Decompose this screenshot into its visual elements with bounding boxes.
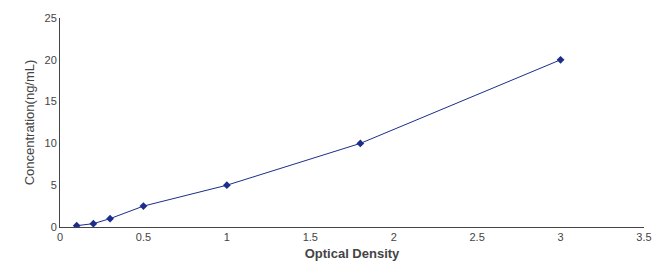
svg-text:Optical Density: Optical Density [305, 246, 400, 261]
svg-text:1.5: 1.5 [303, 231, 318, 243]
svg-text:3.5: 3.5 [636, 231, 651, 243]
svg-text:0: 0 [57, 231, 63, 243]
svg-text:10: 10 [45, 137, 57, 149]
svg-text:20: 20 [45, 54, 57, 66]
svg-text:25: 25 [45, 12, 57, 24]
svg-text:0: 0 [51, 221, 57, 233]
svg-text:1: 1 [224, 231, 230, 243]
svg-text:Concentration(ng/mL): Concentration(ng/mL) [22, 60, 37, 186]
svg-text:0.5: 0.5 [136, 231, 151, 243]
svg-text:2.5: 2.5 [469, 231, 484, 243]
svg-text:15: 15 [45, 95, 57, 107]
svg-text:2: 2 [391, 231, 397, 243]
svg-text:5: 5 [51, 179, 57, 191]
svg-text:3: 3 [558, 231, 564, 243]
